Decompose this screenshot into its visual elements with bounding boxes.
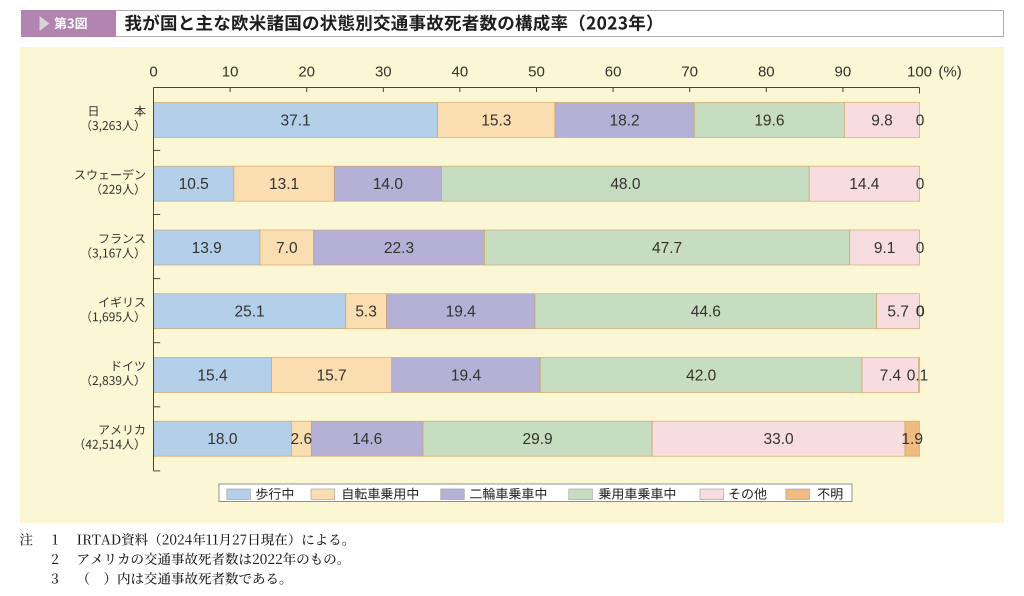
svg-text:70: 70 bbox=[681, 64, 698, 81]
svg-text:7.0: 7.0 bbox=[276, 240, 298, 257]
svg-text:9.1: 9.1 bbox=[874, 240, 896, 257]
svg-text:33.0: 33.0 bbox=[764, 431, 795, 448]
svg-text:0: 0 bbox=[916, 304, 925, 321]
svg-text:18.2: 18.2 bbox=[610, 113, 640, 130]
svg-text:14.0: 14.0 bbox=[373, 176, 404, 193]
svg-text:48.0: 48.0 bbox=[610, 176, 641, 193]
svg-text:44.6: 44.6 bbox=[691, 304, 721, 321]
svg-text:5.7: 5.7 bbox=[887, 304, 909, 321]
svg-text:5.3: 5.3 bbox=[355, 304, 377, 321]
svg-text:2.6: 2.6 bbox=[291, 431, 313, 448]
svg-text:18.0: 18.0 bbox=[207, 431, 238, 448]
svg-text:1.9: 1.9 bbox=[901, 431, 923, 448]
svg-text:60: 60 bbox=[605, 64, 622, 81]
svg-text:15.3: 15.3 bbox=[481, 113, 511, 130]
svg-text:14.6: 14.6 bbox=[352, 431, 382, 448]
svg-text:37.1: 37.1 bbox=[281, 113, 311, 130]
svg-text:90: 90 bbox=[835, 64, 852, 81]
svg-text:0: 0 bbox=[916, 113, 925, 130]
svg-text:15.7: 15.7 bbox=[317, 368, 347, 385]
svg-text:25.1: 25.1 bbox=[235, 304, 265, 321]
svg-text:(%): (%) bbox=[938, 64, 961, 81]
svg-text:9.8: 9.8 bbox=[871, 113, 893, 130]
svg-text:14.4: 14.4 bbox=[849, 176, 880, 193]
svg-text:80: 80 bbox=[758, 64, 775, 81]
svg-text:13.1: 13.1 bbox=[269, 176, 299, 193]
svg-text:20: 20 bbox=[298, 64, 315, 81]
svg-text:19.4: 19.4 bbox=[451, 368, 482, 385]
svg-text:0: 0 bbox=[149, 64, 157, 81]
svg-text:29.9: 29.9 bbox=[523, 431, 553, 448]
svg-text:100: 100 bbox=[907, 64, 932, 81]
svg-text:15.4: 15.4 bbox=[197, 368, 228, 385]
svg-text:0.1: 0.1 bbox=[907, 368, 929, 385]
svg-text:7.4: 7.4 bbox=[880, 368, 902, 385]
svg-text:0: 0 bbox=[916, 304, 925, 321]
svg-text:13.9: 13.9 bbox=[192, 240, 222, 257]
svg-text:22.3: 22.3 bbox=[384, 240, 414, 257]
svg-text:30: 30 bbox=[375, 64, 392, 81]
svg-text:47.7: 47.7 bbox=[652, 240, 682, 257]
svg-text:10: 10 bbox=[222, 64, 239, 81]
svg-text:19.6: 19.6 bbox=[754, 113, 784, 130]
svg-text:0: 0 bbox=[916, 240, 925, 257]
svg-text:42.0: 42.0 bbox=[686, 368, 717, 385]
svg-text:40: 40 bbox=[452, 64, 469, 81]
svg-text:19.4: 19.4 bbox=[446, 304, 477, 321]
svg-text:50: 50 bbox=[528, 64, 545, 81]
svg-text:0: 0 bbox=[916, 176, 925, 193]
svg-text:10.5: 10.5 bbox=[179, 176, 209, 193]
